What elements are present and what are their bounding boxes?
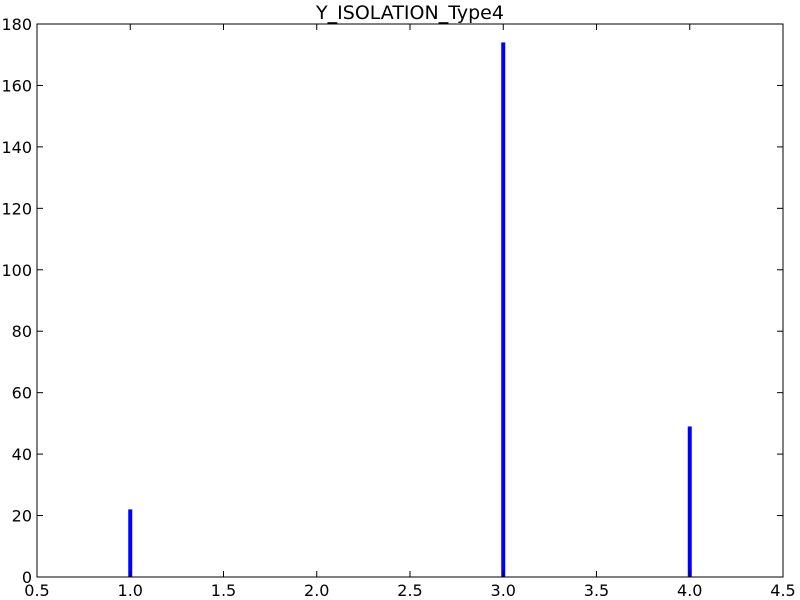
y-tick-label: 0: [22, 568, 32, 587]
y-tick-label: 120: [1, 199, 32, 218]
ticks-layer: 0.5 1.0 1.5 2.0 2.5 3.0 3.5 4.0 4.5 0 20 40 60 80 100 1…: [1, 15, 795, 600]
y-tick-label: 100: [1, 261, 32, 280]
bars-layer: [128, 42, 692, 577]
x-tick-label: 3.0: [491, 581, 516, 600]
y-tick-label: 160: [1, 76, 32, 95]
y-tick-label: 20: [12, 507, 32, 526]
y-tick-label: 180: [1, 15, 32, 34]
x-tick-label: 4.0: [677, 581, 702, 600]
bar-3: [501, 42, 506, 577]
bar-1: [128, 509, 133, 577]
x-tick-label: 2.5: [397, 581, 422, 600]
x-tick-label: 0.5: [24, 581, 49, 600]
y-tick-label: 60: [12, 384, 32, 403]
bar-4: [687, 426, 692, 577]
x-tick-label: 3.5: [584, 581, 609, 600]
x-tick-label: 1.5: [211, 581, 236, 600]
x-tick-label: 1.0: [118, 581, 143, 600]
plot-frame: [36, 23, 784, 578]
x-tick-label: 2.0: [304, 581, 329, 600]
x-tick-label: 4.5: [770, 581, 795, 600]
y-tick-label: 140: [1, 138, 32, 157]
y-tick-label: 40: [12, 445, 32, 464]
chart-title: Y_ISOLATION_Type4: [315, 2, 504, 24]
y-tick-label: 80: [12, 322, 32, 341]
